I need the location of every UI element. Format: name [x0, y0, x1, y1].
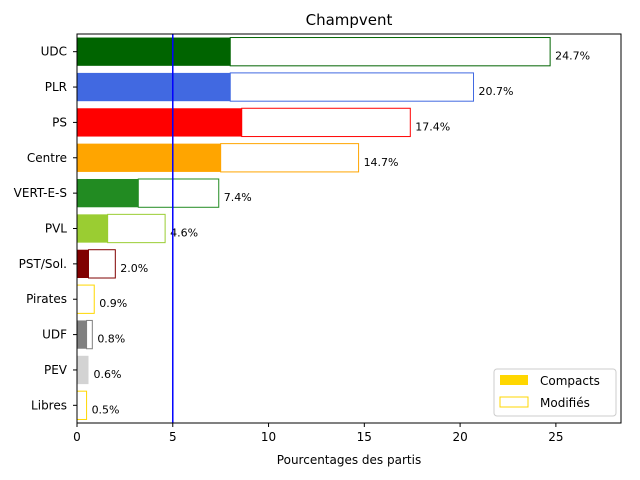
y-tick-label-plr: PLR — [45, 80, 67, 94]
y-tick-label-pev: PEV — [44, 363, 68, 377]
x-tick-label-0: 0 — [73, 430, 81, 444]
y-tick-label-udf: UDF — [42, 328, 67, 342]
x-axis: 0 5 10 15 20 25 — [73, 423, 564, 444]
data-label-pev: 0.6% — [93, 368, 121, 381]
bar-modifies-vert-e-s — [137, 178, 220, 208]
bar-modifies-udc — [229, 37, 551, 67]
x-axis-label: Pourcentages des partis — [277, 453, 421, 467]
bar-compacts-pvl — [77, 214, 108, 243]
y-tick-label-ps: PS — [52, 115, 67, 129]
x-tick-label-10: 10 — [261, 430, 276, 444]
y-axis: UDC PLR PS Centre VERT-E-S PVL PST/Sol. Pirates… — [14, 45, 77, 412]
bar-compacts-udc — [77, 37, 231, 66]
data-label-ps: 17.4% — [415, 120, 450, 133]
bar-modifies-plr — [229, 72, 475, 102]
legend-label-compacts: Compacts — [540, 374, 600, 388]
data-label-centre: 14.7% — [364, 156, 399, 169]
bar-compacts-pst-sol — [77, 249, 89, 279]
data-label-udc: 24.7% — [555, 50, 590, 63]
x-tick-label-15: 15 — [357, 430, 372, 444]
legend: Compacts Modifiés — [493, 368, 617, 417]
legend-swatch-modifies — [499, 396, 529, 408]
data-label-plr: 20.7% — [479, 85, 514, 98]
bar-modifies-udf — [86, 319, 93, 350]
chart-title: Champvent — [306, 11, 393, 29]
y-tick-label-udc: UDC — [41, 45, 67, 59]
data-label-vert-e-s: 7.4% — [224, 191, 252, 204]
legend-label-modifies: Modifiés — [540, 396, 590, 410]
bar-compacts-pev — [77, 355, 89, 385]
bar-modifies-pvl — [107, 213, 166, 244]
x-tick-label-25: 25 — [548, 430, 563, 444]
bar-compacts-plr — [77, 72, 231, 102]
bar-compacts-udf — [77, 320, 87, 349]
data-label-udf: 0.8% — [97, 333, 125, 346]
bar-compacts-centre — [77, 143, 221, 172]
x-tick-label-5: 5 — [169, 430, 177, 444]
data-label-pvl: 4.6% — [170, 227, 198, 240]
data-label-pirates: 0.9% — [99, 297, 127, 310]
data-label-pst-sol: 2.0% — [120, 262, 148, 275]
data-label-libres: 0.5% — [92, 403, 120, 416]
bar-compacts-ps — [77, 108, 242, 137]
bar-compacts-vert-e-s — [77, 178, 139, 208]
y-tick-label-pvl: PVL — [45, 222, 67, 236]
x-tick-label-20: 20 — [452, 430, 467, 444]
bar-modifies-libres — [76, 390, 88, 420]
bar-modifies-centre — [220, 143, 360, 173]
y-tick-label-centre: Centre — [27, 151, 67, 165]
legend-swatch-compacts — [500, 375, 528, 385]
y-tick-label-libres: Libres — [31, 398, 67, 412]
y-tick-label-pst-sol: PST/Sol. — [19, 257, 67, 271]
bar-modifies-pst-sol — [87, 249, 116, 279]
bar-modifies-ps — [241, 107, 411, 138]
y-tick-label-pirates: Pirates — [26, 292, 67, 306]
y-tick-label-vert-e-s: VERT-E-S — [14, 186, 67, 200]
bar-modifies-pirates — [76, 284, 95, 314]
bars-group: 24.7% 20.7% 17.4% 14.7% 7.4% 4.6% 2.0% 0.9% 0.8%… — [76, 37, 590, 420]
